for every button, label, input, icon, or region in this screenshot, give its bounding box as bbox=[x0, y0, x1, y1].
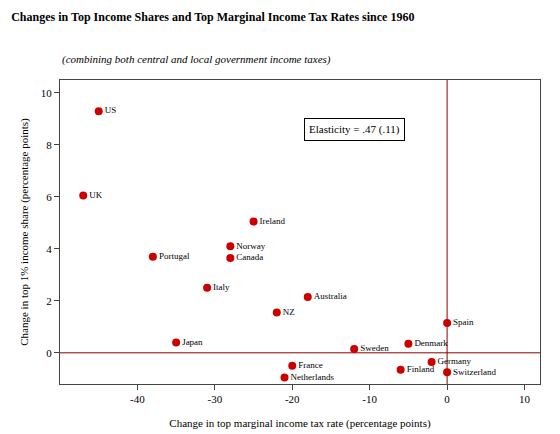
svg-text:10: 10 bbox=[41, 87, 53, 99]
svg-text:Ireland: Ireland bbox=[260, 216, 286, 226]
svg-text:Italy: Italy bbox=[213, 282, 230, 292]
svg-text:Australia: Australia bbox=[314, 291, 347, 301]
svg-text:Switzerland: Switzerland bbox=[453, 367, 496, 377]
svg-text:Spain: Spain bbox=[453, 317, 474, 327]
svg-text:Canada: Canada bbox=[236, 252, 263, 262]
svg-text:Denmark: Denmark bbox=[414, 338, 448, 348]
svg-text:Finland: Finland bbox=[407, 364, 435, 374]
svg-text:0: 0 bbox=[46, 347, 52, 359]
svg-text:Elasticity = .47 (.11): Elasticity = .47 (.11) bbox=[309, 123, 400, 136]
svg-text:-20: -20 bbox=[285, 393, 300, 405]
svg-text:8: 8 bbox=[46, 139, 52, 151]
svg-text:Norway: Norway bbox=[236, 241, 265, 251]
svg-text:Sweden: Sweden bbox=[360, 343, 389, 353]
svg-text:Change in top marginal income: Change in top marginal income tax rate (… bbox=[169, 417, 431, 430]
svg-text:Japan: Japan bbox=[182, 337, 203, 347]
svg-text:Changes in Top Income Shares a: Changes in Top Income Shares and Top Mar… bbox=[11, 10, 414, 24]
svg-text:Change in top 1% income share: Change in top 1% income share (percentag… bbox=[18, 118, 31, 346]
svg-text:-30: -30 bbox=[208, 393, 223, 405]
svg-text:Portugal: Portugal bbox=[159, 251, 190, 261]
svg-text:2: 2 bbox=[46, 295, 52, 307]
svg-text:Germany: Germany bbox=[438, 356, 472, 366]
svg-text:UK: UK bbox=[89, 190, 102, 200]
svg-text:-10: -10 bbox=[362, 393, 377, 405]
svg-text:Netherlands: Netherlands bbox=[291, 372, 335, 382]
svg-text:-40: -40 bbox=[130, 393, 145, 405]
svg-text:6: 6 bbox=[46, 191, 52, 203]
svg-text:0: 0 bbox=[444, 393, 450, 405]
svg-text:NZ: NZ bbox=[283, 307, 295, 317]
svg-text:US: US bbox=[105, 105, 117, 115]
svg-text:10: 10 bbox=[519, 393, 531, 405]
svg-text:(combining both central and lo: (combining both central and local govern… bbox=[62, 53, 331, 66]
svg-text:4: 4 bbox=[46, 243, 52, 255]
svg-text:France: France bbox=[298, 360, 323, 370]
